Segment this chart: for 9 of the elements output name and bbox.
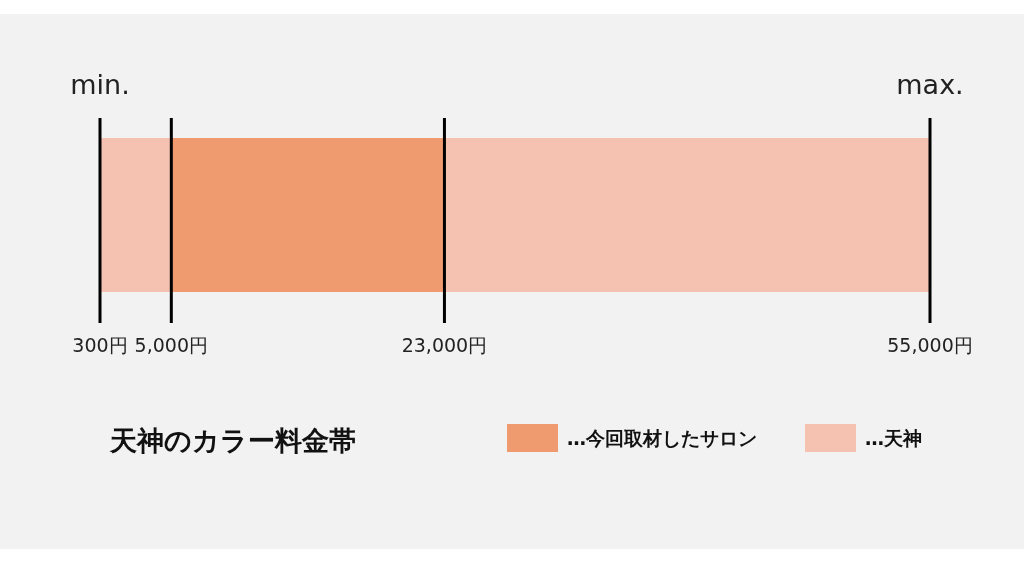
x-tick-label: 23,000円 <box>401 334 488 356</box>
annotation: max. <box>896 69 964 100</box>
text: 天神のカラー料金帯 <box>109 425 356 456</box>
annotation: min. <box>70 69 130 100</box>
legend-label: …今回取材したサロン <box>567 427 757 449</box>
x-tick-label: 300円 <box>72 334 128 356</box>
legend-label: …天神 <box>865 427 922 449</box>
x-tick-label: 55,000円 <box>887 334 973 356</box>
x-tick-label: 5,000円 <box>134 334 209 356</box>
